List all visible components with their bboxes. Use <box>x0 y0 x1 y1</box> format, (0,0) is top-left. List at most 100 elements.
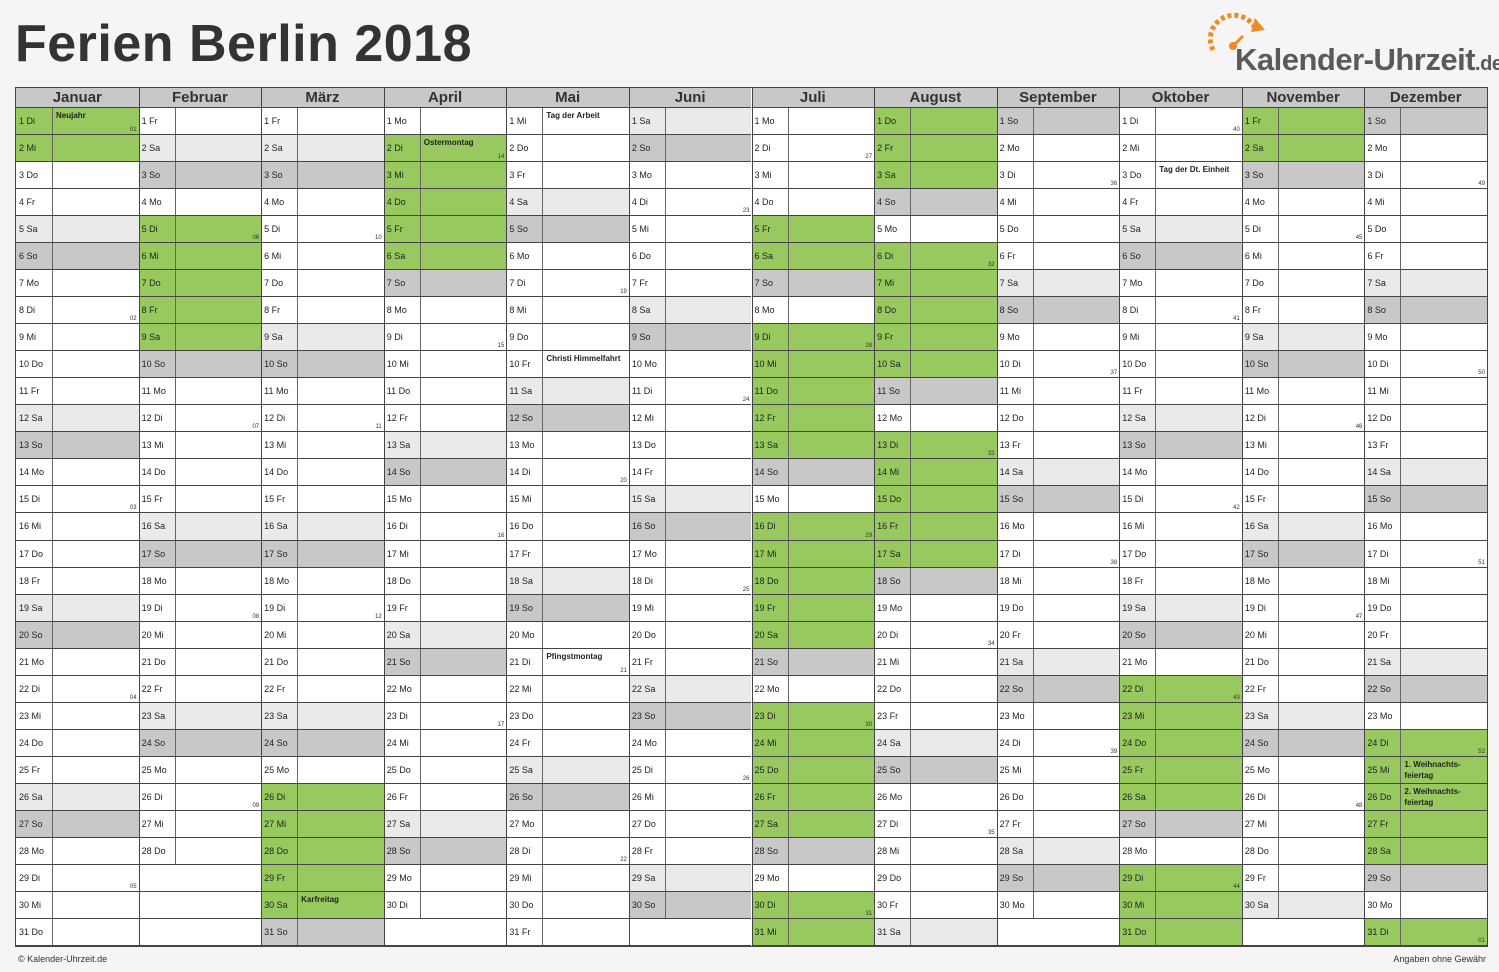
day-label[interactable]: 5 Fr <box>383 216 421 243</box>
day-entry[interactable] <box>1034 216 1120 242</box>
day-entry[interactable]: 03 <box>53 486 139 512</box>
day-entry[interactable] <box>789 486 875 512</box>
day-label[interactable]: 6 Mi <box>261 243 299 270</box>
day-entry[interactable] <box>420 216 507 243</box>
day-label[interactable]: 18 Fr <box>16 567 53 594</box>
day-entry[interactable] <box>176 676 262 702</box>
day-label[interactable]: 28 Mo <box>16 837 53 864</box>
day-entry[interactable]: 50 <box>1401 351 1487 377</box>
day-label[interactable]: 18 Mo <box>139 567 176 594</box>
day-label[interactable]: 12 So <box>506 405 544 432</box>
day-entry[interactable] <box>298 297 384 323</box>
day-label[interactable]: 20 Sa <box>383 621 421 648</box>
day-entry[interactable] <box>53 243 139 270</box>
day-entry[interactable] <box>176 838 262 864</box>
day-label[interactable]: 28 Sa <box>996 837 1034 864</box>
day-label[interactable]: 2 Mo <box>997 135 1034 162</box>
day-entry[interactable] <box>543 676 629 702</box>
day-entry[interactable] <box>175 243 262 270</box>
day-label[interactable]: 23 Mi <box>1119 702 1157 729</box>
day-label[interactable]: 18 Do <box>384 567 421 594</box>
day-entry[interactable] <box>53 541 139 567</box>
day-entry[interactable] <box>420 621 507 648</box>
day-label[interactable]: 5 Sa <box>1119 216 1157 243</box>
day-label[interactable]: 17 Di <box>1364 540 1402 567</box>
day-label[interactable]: 11 Do <box>384 378 421 405</box>
day-entry[interactable] <box>1033 459 1120 486</box>
day-label[interactable]: 25 Mo <box>139 756 176 783</box>
day-label[interactable]: 19 Fr <box>751 594 789 621</box>
day-label[interactable]: 19 Mi <box>629 594 666 621</box>
day-label[interactable]: 25 Fr <box>1119 756 1157 783</box>
day-entry[interactable] <box>788 837 875 864</box>
day-entry[interactable] <box>543 622 629 648</box>
day-label[interactable]: 9 Di <box>384 324 421 351</box>
day-label[interactable]: 8 Mi <box>506 297 544 324</box>
day-label[interactable]: 4 Di <box>629 189 666 216</box>
day-label[interactable]: 21 Mo <box>16 648 53 675</box>
day-label[interactable]: 11 Fr <box>16 378 53 405</box>
day-label[interactable]: 31 Sa <box>874 918 912 945</box>
day-entry[interactable] <box>911 216 997 242</box>
day-label[interactable]: 21 Sa <box>996 648 1034 675</box>
day-entry[interactable] <box>911 135 997 162</box>
day-label[interactable]: 4 Do <box>752 189 789 216</box>
day-label[interactable]: 20 So <box>1119 621 1157 648</box>
day-entry[interactable] <box>666 784 752 810</box>
day-label[interactable]: 31 So <box>261 918 299 945</box>
day-label[interactable]: 27 Di <box>874 810 912 837</box>
day-label[interactable]: 9 Mi <box>1119 324 1157 351</box>
day-label[interactable]: 28 Di <box>506 837 544 864</box>
day-label[interactable]: 5 Sa <box>16 216 53 243</box>
day-label[interactable]: 8 Sa <box>628 297 666 324</box>
day-label[interactable]: 19 Di <box>1242 594 1279 621</box>
day-entry[interactable]: 16 <box>421 513 507 539</box>
day-label[interactable]: 1 Do <box>874 108 912 135</box>
day-label[interactable]: 21 Mi <box>874 648 912 675</box>
day-label[interactable]: 24 Di <box>1364 729 1402 756</box>
day-entry[interactable]: 17 <box>421 703 507 729</box>
day-entry[interactable] <box>421 784 507 810</box>
day-entry[interactable] <box>53 162 139 188</box>
day-label[interactable]: 8 Fr <box>261 297 299 324</box>
day-label[interactable]: 10 Mo <box>629 351 666 378</box>
day-label[interactable]: 7 Sa <box>996 270 1034 297</box>
day-label[interactable]: 12 Sa <box>1119 405 1157 432</box>
day-entry[interactable] <box>421 541 507 567</box>
day-entry[interactable]: Pfingstmontag 21 <box>543 649 629 675</box>
day-entry[interactable] <box>665 135 752 162</box>
day-label[interactable]: 9 Sa <box>1241 324 1279 351</box>
day-label[interactable]: 14 Mi <box>874 459 912 486</box>
day-entry[interactable] <box>421 757 507 783</box>
day-label[interactable]: 3 Di <box>997 162 1034 189</box>
day-entry[interactable] <box>543 216 629 243</box>
day-entry[interactable] <box>1401 892 1487 918</box>
day-entry[interactable] <box>1156 891 1242 918</box>
day-label[interactable]: 18 Mo <box>1242 567 1279 594</box>
day-label[interactable]: 3 Do <box>1119 162 1157 189</box>
day-label[interactable]: 30 Di <box>751 891 789 918</box>
day-entry[interactable] <box>298 351 384 378</box>
day-label[interactable]: 23 So <box>628 702 666 729</box>
day-label[interactable]: 9 So <box>628 324 666 351</box>
day-entry[interactable] <box>1033 837 1120 864</box>
day-entry[interactable] <box>1156 783 1242 810</box>
day-entry[interactable] <box>1034 378 1120 404</box>
day-entry[interactable] <box>1279 622 1365 648</box>
day-entry[interactable] <box>1401 459 1487 486</box>
day-entry[interactable] <box>543 703 629 729</box>
day-label[interactable]: 19 Di <box>261 594 299 621</box>
day-entry[interactable] <box>176 757 262 783</box>
day-label[interactable]: 22 Mo <box>752 675 789 702</box>
day-label[interactable]: 2 So <box>628 135 666 162</box>
day-label[interactable]: 28 Mo <box>1119 837 1157 864</box>
day-entry[interactable] <box>1278 108 1365 135</box>
day-entry[interactable]: 32 <box>911 243 997 270</box>
day-label[interactable]: 1 Mo <box>752 108 789 135</box>
day-label[interactable]: 29 Di <box>1119 864 1157 891</box>
day-label[interactable]: 18 Mo <box>261 567 299 594</box>
day-label[interactable]: 10 Mi <box>384 351 421 378</box>
day-label[interactable]: 3 Do <box>16 162 53 189</box>
day-entry[interactable]: 01 <box>1401 918 1487 945</box>
day-entry[interactable] <box>53 594 139 621</box>
